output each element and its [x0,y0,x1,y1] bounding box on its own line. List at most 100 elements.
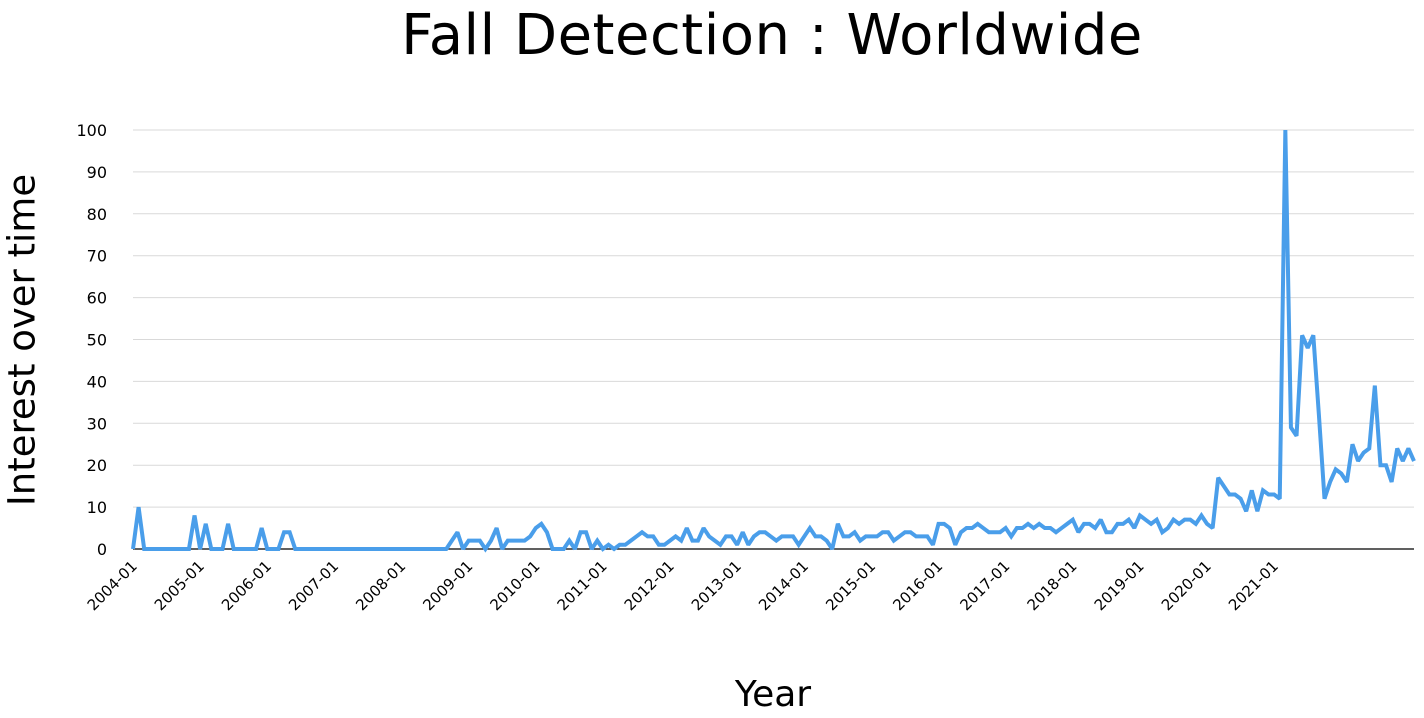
data-point [797,543,801,547]
series-layer [131,128,1416,553]
data-point [377,547,381,551]
data-point [931,543,935,547]
data-point [450,539,454,543]
data-point [640,530,644,534]
data-point [372,547,376,551]
data-point [1222,484,1226,488]
data-point [271,547,275,551]
data-point [288,530,292,534]
data-point [881,530,885,534]
data-point [338,547,342,551]
data-point [349,547,353,551]
data-point [1171,518,1175,522]
data-point [1283,128,1287,132]
data-point [1143,518,1147,522]
data-point [763,530,767,534]
data-point [618,543,622,547]
data-point [858,539,862,543]
data-point [1328,480,1332,484]
data-point [601,547,605,551]
data-point [1082,522,1086,526]
data-point [1043,526,1047,530]
data-point [181,547,185,551]
data-point [1317,413,1321,417]
series-line [131,129,1416,553]
data-point [1088,522,1092,526]
data-point [165,547,169,551]
data-point [1267,493,1271,497]
data-point [1177,522,1181,526]
data-point [1227,493,1231,497]
data-point [293,547,297,551]
data-point [439,547,443,551]
data-point [478,539,482,543]
data-point [579,530,583,534]
data-point [276,547,280,551]
data-point [802,534,806,538]
x-tick-label: 2015-01 [822,557,879,614]
data-point [713,539,717,543]
data-point [534,526,538,530]
data-point [724,534,728,538]
data-point [1093,526,1097,530]
data-point [304,547,308,551]
data-point [433,547,437,551]
data-point [1138,513,1142,517]
x-tick-label: 2018-01 [1024,557,1081,614]
data-point [1065,522,1069,526]
data-point [344,547,348,551]
data-point [662,543,666,547]
data-point [634,534,638,538]
data-point [897,534,901,538]
x-tick-label: 2014-01 [755,557,812,614]
data-point [774,539,778,543]
data-point [1099,518,1103,522]
data-point [299,547,303,551]
data-point [1160,530,1164,534]
data-point [1384,463,1388,467]
data-point [690,539,694,543]
data-point [992,530,996,534]
data-point [1406,446,1410,450]
data-point [964,526,968,530]
data-point [232,547,236,551]
data-point [813,534,817,538]
data-point [981,526,985,530]
data-point [1054,530,1058,534]
data-point [825,539,829,543]
data-point [153,547,157,551]
data-point [735,543,739,547]
x-tick-labels: 2004-01 2005-01 2006-01 2007-01 2008-01 2009-… [84,557,1282,614]
data-point [864,534,868,538]
data-point [1300,333,1304,337]
y-tick-label: 90 [87,163,107,182]
x-tick-label: 2007-01 [285,557,342,614]
data-point [959,530,963,534]
data-point [679,539,683,543]
data-point [819,534,823,538]
data-point [1155,518,1159,522]
data-point [1390,480,1394,484]
data-point [1250,488,1254,492]
y-tick-label: 30 [87,414,107,433]
data-point [1378,463,1382,467]
data-point [1350,442,1354,446]
data-point [400,547,404,551]
data-point [718,543,722,547]
y-tick-labels: 0 10 20 30 40 50 60 70 80 90 100 [76,121,107,559]
data-point [1026,522,1030,526]
data-point [1121,522,1125,526]
data-point [948,526,952,530]
data-point [254,547,258,551]
data-point [545,530,549,534]
data-point [1009,534,1013,538]
x-axis-title: Year [734,674,812,715]
data-point [528,534,532,538]
data-point [914,534,918,538]
data-point [869,534,873,538]
data-point [892,539,896,543]
data-point [847,534,851,538]
data-point [1395,446,1399,450]
data-point [674,534,678,538]
data-point [1004,526,1008,530]
